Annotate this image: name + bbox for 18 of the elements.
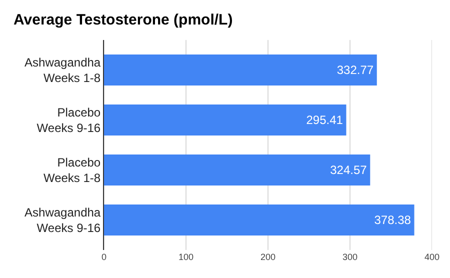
bar (104, 154, 370, 186)
x-tick-label: 400 (424, 252, 440, 262)
y-tick-label: Ashwagandha Weeks 9-16 (24, 205, 101, 235)
bar (104, 54, 377, 86)
y-tick-label: Ashwagandha Weeks 1-8 (24, 55, 101, 85)
bar (104, 104, 346, 136)
data-label: 324.57 (330, 163, 368, 177)
data-label: 332.77 (336, 63, 374, 77)
x-tick-label: 0 (101, 252, 107, 262)
chart-title: Average Testosterone (pmol/L) (14, 11, 233, 28)
x-tick-label: 200 (260, 252, 276, 262)
x-tick-label: 100 (178, 252, 194, 262)
data-label: 378.38 (374, 213, 412, 227)
bar (104, 204, 414, 236)
y-tick-label: Placebo Weeks 9-16 (36, 105, 101, 135)
data-label: 295.41 (306, 113, 344, 127)
x-tick-label: 300 (342, 252, 358, 262)
y-tick-label: Placebo Weeks 1-8 (43, 155, 101, 185)
